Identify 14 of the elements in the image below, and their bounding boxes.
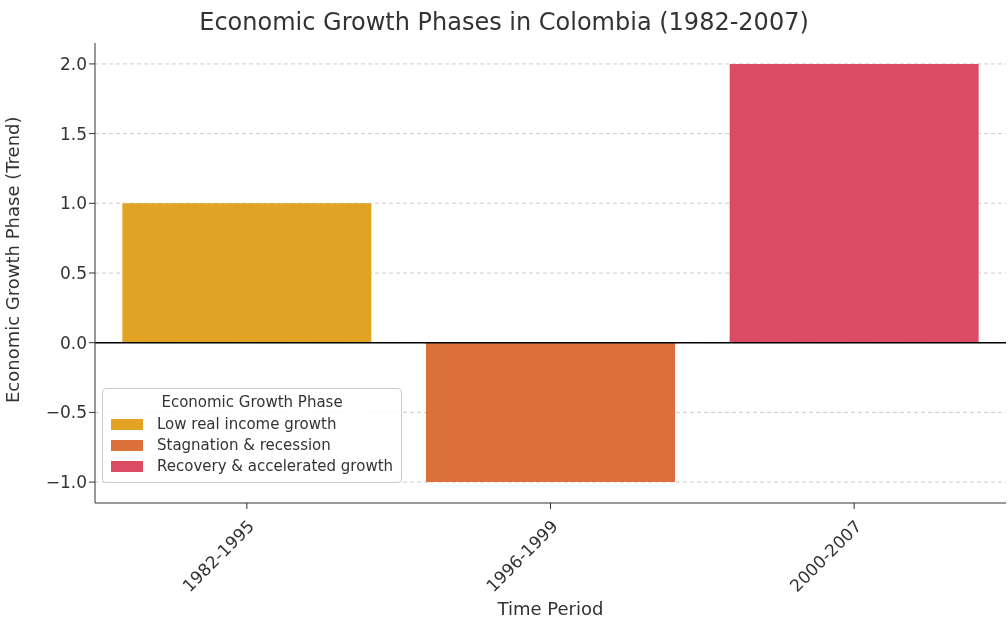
y-tick-label: 0.5 [59,263,87,284]
x-axis-title: Time Period [496,598,604,619]
chart-title: Economic Growth Phases in Colombia (1982-2007) [198,8,810,36]
y-tick-label: −0.5 [45,402,87,423]
y-axis-title: Economic Growth Phase (Trend) [2,116,24,403]
legend-label: Recovery & accelerated growth [157,457,394,475]
y-tick-label: 1.0 [59,193,87,214]
y-tick-label: −1.0 [45,472,87,493]
legend-title: Economic Growth Phase [160,393,344,411]
y-tick-label: 0.0 [59,332,87,353]
legend-label: Stagnation & recession [157,436,331,454]
y-tick-label: 2.0 [59,53,87,74]
legend-label: Low real income growth [157,415,337,433]
y-tick-label: 1.5 [59,123,87,144]
